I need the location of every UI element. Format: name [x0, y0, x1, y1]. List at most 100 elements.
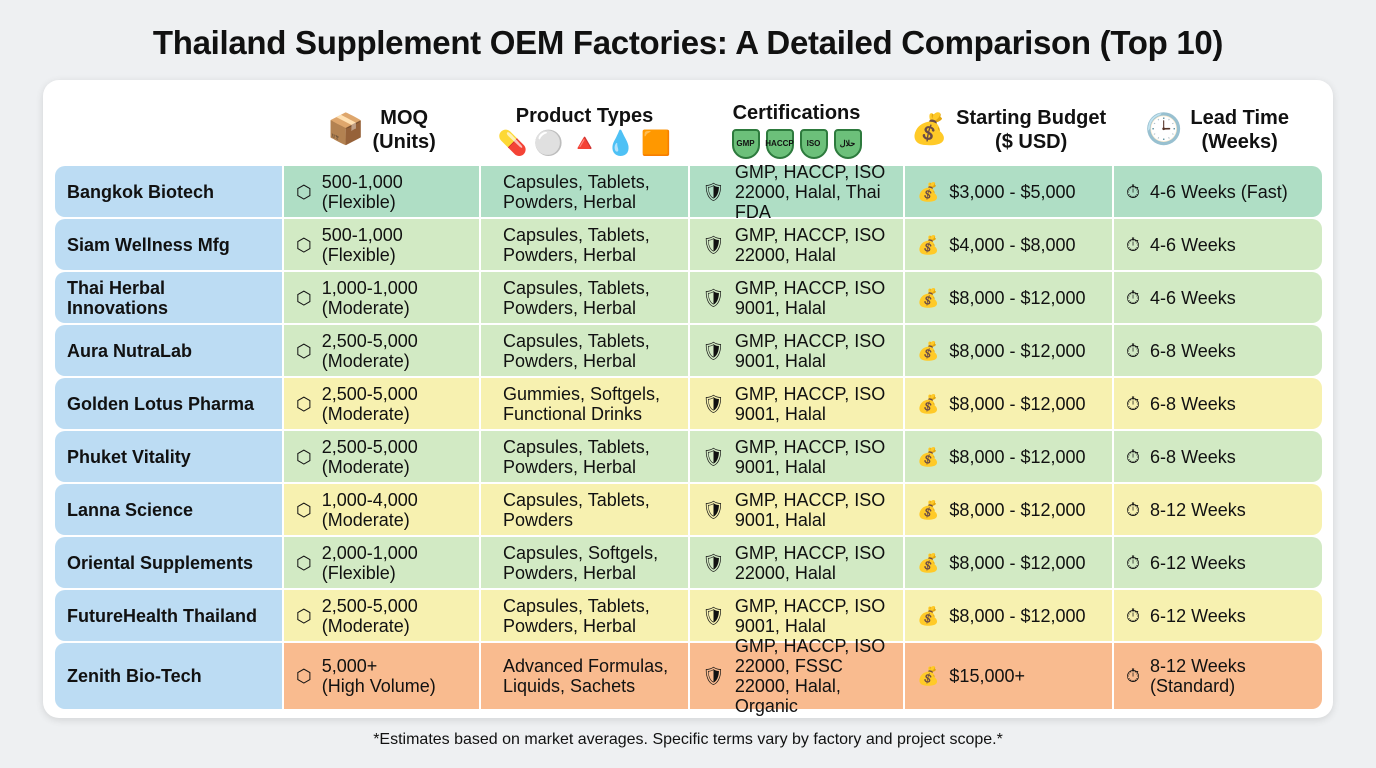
capsule-icon: 💊: [497, 130, 528, 157]
stopwatch-icon: ⏱: [1126, 287, 1141, 308]
certifications-cell: 🛡 GMP, HACCP, ISO 9001, Halal: [690, 272, 903, 323]
cert-badge-icon: GMP: [731, 129, 760, 159]
product-types-cell: Advanced Formulas, Liquids, Sachets: [481, 643, 688, 709]
shield-check-icon: 🛡: [702, 446, 725, 467]
lead-time-cell: ⏱ 8-12 Weeks: [1114, 484, 1322, 535]
shield-check-icon: 🛡: [702, 393, 725, 414]
table-row: Golden Lotus Pharma ⬡ 2,500-5,000 (Moderat…: [55, 378, 1322, 429]
clock-icon: 🕒: [1145, 113, 1183, 146]
product-types-cell: Capsules, Tablets, Powders, Herbal: [481, 166, 688, 217]
lead-time-cell: ⏱ 4-6 Weeks: [1114, 219, 1322, 270]
budget-cell: 💰 $8,000 - $12,000: [905, 325, 1112, 376]
budget-cell: 💰 $8,000 - $12,000: [905, 431, 1112, 482]
boxes-icon: ⬡: [296, 552, 312, 573]
boxes-icon: 📦: [327, 113, 365, 146]
budget-cell: 💰 $8,000 - $12,000: [905, 484, 1112, 535]
moq-cell: ⬡ 500-1,000 (Flexible): [284, 219, 479, 270]
table-row: Oriental Supplements ⬡ 2,000-1,000 (Flexib…: [55, 537, 1322, 588]
product-types-cell: Capsules, Tablets, Powders, Herbal: [481, 272, 688, 323]
lead-time-cell: ⏱ 8-12 Weeks (Standard): [1114, 643, 1322, 709]
boxes-icon: ⬡: [296, 340, 312, 361]
moq-cell: ⬡ 1,000-4,000 (Moderate): [284, 484, 479, 535]
moq-cell: ⬡ 2,500-5,000 (Moderate): [284, 378, 479, 429]
cert-badge-icon: HACCP: [765, 129, 794, 159]
stopwatch-icon: ⏱: [1126, 499, 1141, 520]
certifications-cell: 🛡 GMP, HACCP, ISO 22000, Halal: [690, 219, 903, 270]
lead-time-cell: ⏱ 4-6 Weeks: [1114, 272, 1322, 323]
table-row: Zenith Bio-Tech ⬡ 5,000+ (High Volume) Adv…: [55, 636, 1322, 716]
certifications-cell: 🛡 GMP, HACCP, ISO 22000, FSSC 22000, Hala…: [690, 636, 903, 716]
shield-check-icon: 🛡: [702, 234, 725, 255]
table-header: 📦 MOQ (Units) Product Types 💊 ⚪ 🔺 💧 🟧 Certific…: [283, 94, 1321, 166]
factory-name: Phuket Vitality: [55, 431, 282, 482]
shield-check-icon: 🛡: [702, 287, 725, 308]
moq-cell: ⬡ 500-1,000 (Flexible): [284, 166, 479, 217]
stopwatch-icon: ⏱: [1126, 666, 1141, 686]
shield-check-icon: 🛡: [702, 605, 725, 626]
certifications-cell: 🛡 GMP, HACCP, ISO 22000, Halal, Thai FDA: [690, 162, 903, 222]
product-types-cell: Gummies, Softgels, Functional Drinks: [481, 378, 688, 429]
moq-cell: ⬡ 1,000-1,000 (Moderate): [284, 272, 479, 323]
stopwatch-icon: ⏱: [1126, 393, 1141, 414]
factory-name: FutureHealth Thailand: [55, 590, 282, 641]
stopwatch-icon: ⏱: [1126, 181, 1141, 202]
table-row: Phuket Vitality ⬡ 2,500-5,000 (Moderate) C…: [55, 431, 1322, 482]
stopwatch-icon: ⏱: [1126, 446, 1141, 467]
certifications-cell: 🛡 GMP, HACCP, ISO 9001, Halal: [690, 590, 903, 641]
budget-cell: 💰 $8,000 - $12,000: [905, 537, 1112, 588]
moq-cell: ⬡ 5,000+ (High Volume): [284, 643, 479, 709]
money-bag-icon: 💰: [917, 552, 940, 573]
powder-icon: 🔺: [569, 130, 600, 157]
lead-time-cell: ⏱ 6-8 Weeks: [1114, 325, 1322, 376]
money-bag-icon: 💰: [917, 499, 940, 520]
product-types-cell: Capsules, Tablets, Powders, Herbal: [481, 219, 688, 270]
tablet-icon: ⚪: [533, 130, 564, 157]
lead-time-cell: ⏱ 6-8 Weeks: [1114, 431, 1322, 482]
money-bag-icon: 💰: [917, 340, 940, 361]
factory-name: Aura NutraLab: [55, 325, 282, 376]
table-row: Bangkok Biotech ⬡ 500-1,000 (Flexible) Cap…: [55, 162, 1322, 222]
moq-cell: ⬡ 2,500-5,000 (Moderate): [284, 431, 479, 482]
shield-check-icon: 🛡: [702, 181, 725, 202]
moq-cell: ⬡ 2,000-1,000 (Flexible): [284, 537, 479, 588]
certifications-cell: 🛡 GMP, HACCP, ISO 9001, Halal: [690, 378, 903, 429]
shield-check-icon: 🛡: [702, 666, 725, 686]
money-bag-icon: 💰: [917, 393, 940, 414]
boxes-icon: ⬡: [296, 393, 312, 414]
factory-name: Zenith Bio-Tech: [55, 643, 282, 709]
product-types-cell: Capsules, Softgels, Powders, Herbal: [481, 537, 688, 588]
money-bag-icon: 💰: [910, 113, 949, 146]
header-certifications: Certifications GMP HACCP ISO حلال: [689, 94, 904, 166]
budget-cell: 💰 $4,000 - $8,000: [905, 219, 1112, 270]
stopwatch-icon: ⏱: [1126, 605, 1141, 626]
budget-cell: 💰 $8,000 - $12,000: [905, 590, 1112, 641]
factory-name: Golden Lotus Pharma: [55, 378, 282, 429]
header-product-types: Product Types 💊 ⚪ 🔺 💧 🟧: [497, 105, 672, 157]
money-bag-icon: 💰: [917, 446, 940, 467]
money-bag-icon: 💰: [917, 666, 940, 686]
factory-name: Lanna Science: [55, 484, 282, 535]
factory-name: Siam Wellness Mfg: [55, 219, 282, 270]
page-title: Thailand Supplement OEM Factories: A Det…: [152, 24, 1224, 61]
boxes-icon: ⬡: [296, 287, 312, 308]
comparison-table: 📦 MOQ (Units) Product Types 💊 ⚪ 🔺 💧 🟧 Certific…: [43, 80, 1333, 718]
table-row: Thai Herbal Innovations ⬡ 1,000-1,000 (Mod…: [55, 272, 1322, 323]
money-bag-icon: 💰: [917, 234, 940, 255]
stopwatch-icon: ⏱: [1126, 340, 1141, 361]
boxes-icon: ⬡: [296, 666, 312, 686]
lead-time-cell: ⏱ 6-8 Weeks: [1114, 378, 1322, 429]
stopwatch-icon: ⏱: [1126, 234, 1141, 255]
product-types-cell: Capsules, Tablets, Powders, Herbal: [481, 325, 688, 376]
table-row: FutureHealth Thailand ⬡ 2,500-5,000 (Moder…: [55, 590, 1322, 641]
money-bag-icon: 💰: [917, 181, 940, 202]
budget-cell: 💰 $3,000 - $5,000: [905, 166, 1112, 217]
stopwatch-icon: ⏱: [1126, 552, 1141, 573]
budget-cell: 💰 $8,000 - $12,000: [905, 272, 1112, 323]
header-moq: 📦 MOQ (Units): [327, 107, 436, 153]
liquid-drop-icon: 💧: [605, 130, 636, 157]
lead-time-cell: ⏱ 6-12 Weeks: [1114, 590, 1322, 641]
gummy-icon: 🟧: [641, 130, 672, 157]
cert-badge-icon: ISO: [799, 129, 828, 159]
boxes-icon: ⬡: [296, 234, 312, 255]
lead-time-cell: ⏱ 4-6 Weeks (Fast): [1114, 166, 1322, 217]
